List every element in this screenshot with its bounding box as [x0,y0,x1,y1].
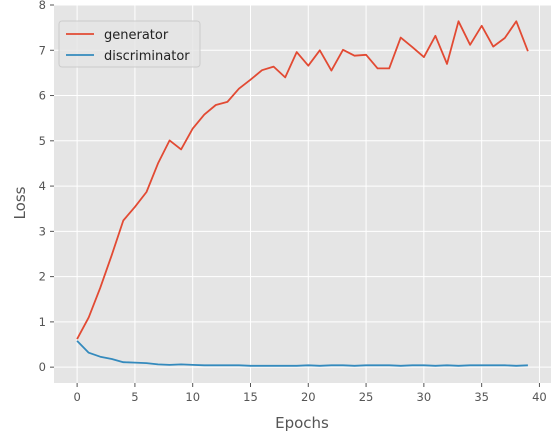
y-tick-label: 7 [39,43,46,57]
legend-label-generator: generator [104,28,169,43]
y-axis-label: Loss [11,186,29,219]
x-axis-label: Epochs [275,414,329,432]
tick-labels: 0 5 10 15 20 25 30 35 40 0 1 2 3 4 5 6 7 8 [39,0,547,404]
grid-lines [54,4,551,383]
plot-background [54,5,551,383]
legend-box [58,20,201,68]
y-tick-label: 2 [39,270,46,284]
x-tick-label: 0 [73,390,80,404]
x-tick-label: 30 [417,390,432,404]
series-line-generator [76,20,529,340]
x-tick-label: 15 [243,390,258,404]
x-tick-label: 35 [474,390,489,404]
x-tick-label: 5 [131,390,138,404]
y-tick-label: 0 [39,360,46,374]
y-tick-label: 1 [39,315,46,329]
x-tick-label: 10 [185,390,200,404]
legend: generator discriminator [58,20,201,68]
series-line-discriminator [76,340,528,367]
y-tick-label: 8 [39,0,46,12]
y-tick-label: 3 [39,224,46,238]
x-tick-label: 40 [532,390,547,404]
y-tick-label: 4 [39,179,46,193]
x-tick-label: 25 [359,390,374,404]
y-tick-label: 5 [39,134,46,148]
x-tick-label: 20 [301,390,316,404]
legend-label-discriminator: discriminator [104,49,190,64]
y-tick-label: 6 [39,89,46,103]
series-lines [76,20,529,367]
